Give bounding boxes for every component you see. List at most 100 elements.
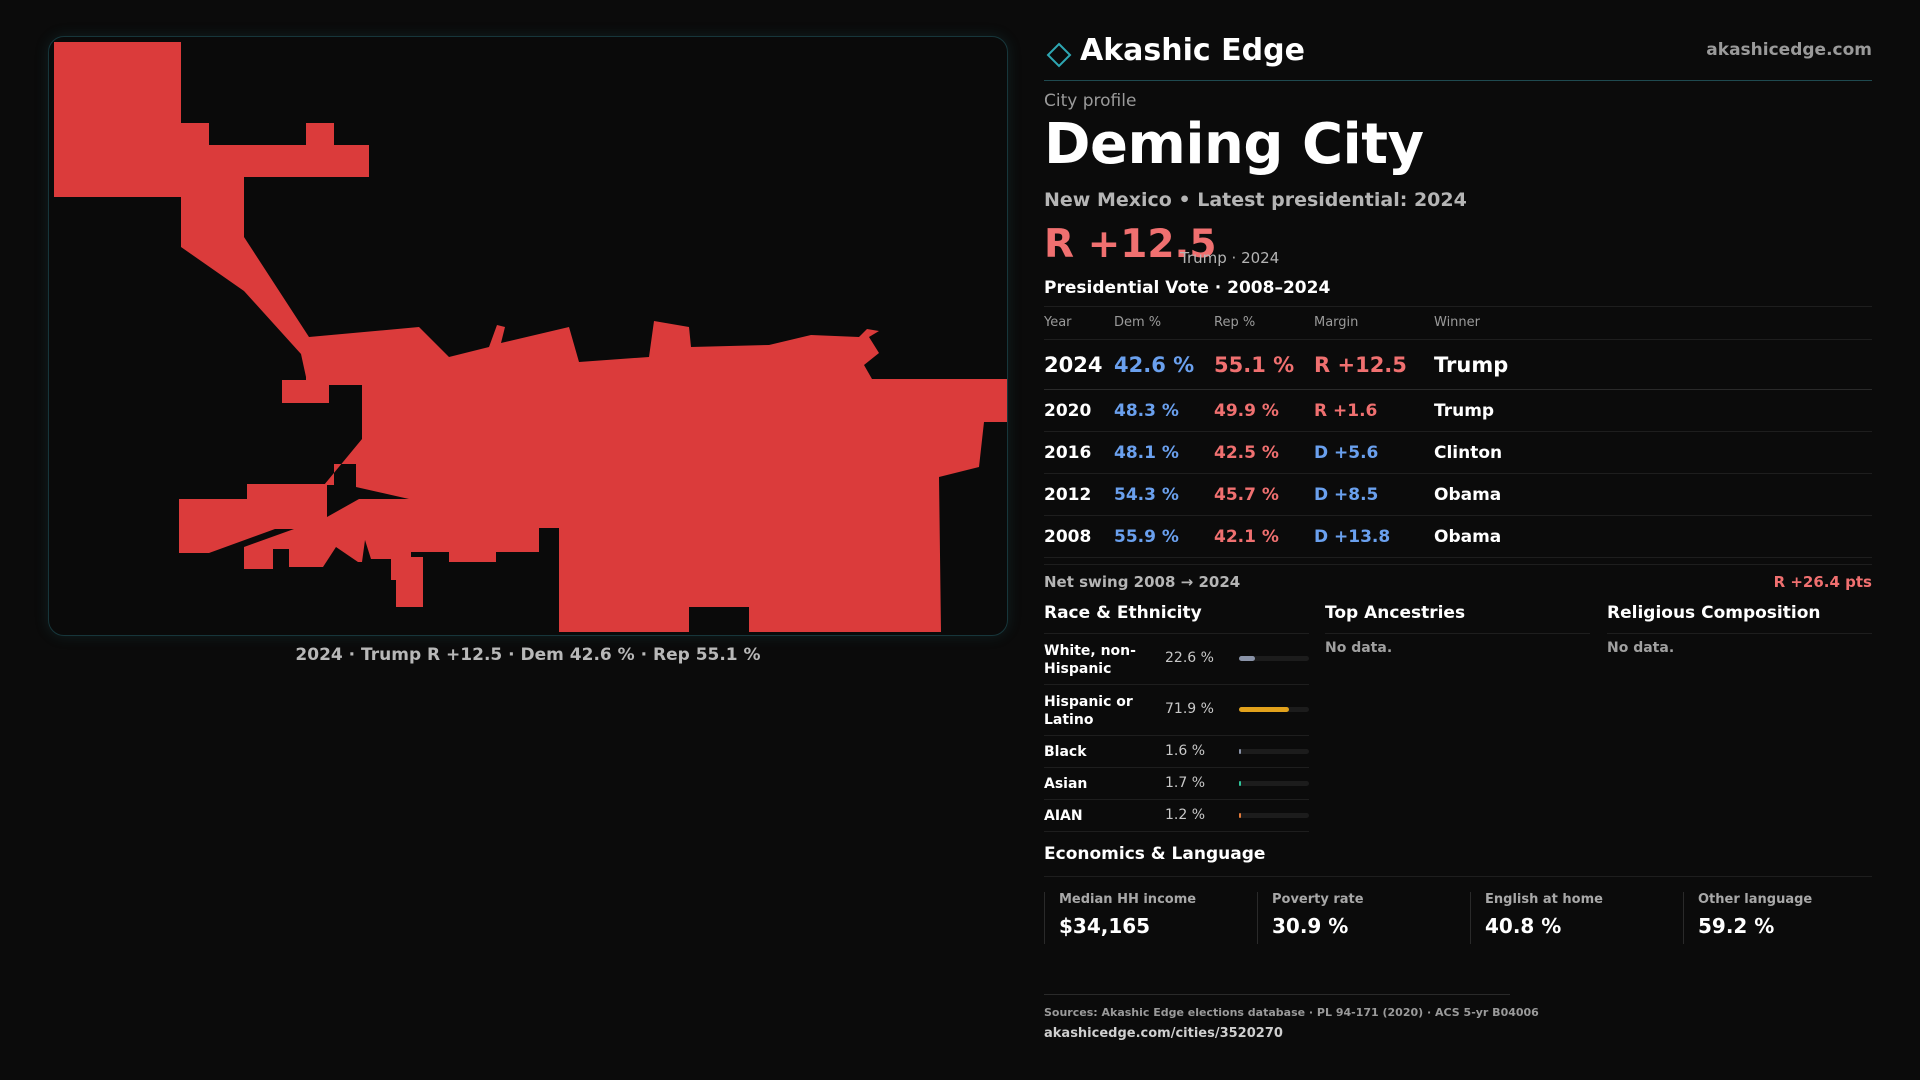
header-winner: Winner bbox=[1434, 315, 1481, 330]
race-bar-fill bbox=[1239, 781, 1241, 786]
economics-section-title: Economics & Language bbox=[1044, 844, 1266, 864]
race-bar-fill bbox=[1239, 813, 1241, 818]
cell-dem: 55.9 % bbox=[1114, 527, 1179, 547]
list-item: White, non-Hispanic 22.6 % bbox=[1044, 634, 1309, 685]
cell-year: 2012 bbox=[1044, 485, 1092, 505]
race-value: 22.6 % bbox=[1165, 650, 1214, 666]
race-bar-fill bbox=[1239, 707, 1290, 712]
table-header: Year Dem % Rep % Margin Winner bbox=[1044, 306, 1872, 340]
latest-margin-note: Trump · 2024 bbox=[1180, 249, 1280, 267]
page-subtitle: New Mexico • Latest presidential: 2024 bbox=[1044, 189, 1467, 211]
race-bar bbox=[1239, 781, 1309, 786]
list-item: Black 1.6 % bbox=[1044, 736, 1309, 768]
cell-margin: D +8.5 bbox=[1314, 485, 1379, 505]
net-swing-value: R +26.4 pts bbox=[1773, 573, 1872, 591]
economics-section-header: Economics & Language bbox=[1044, 844, 1872, 877]
table-row: 2012 54.3 % 45.7 % D +8.5 Obama bbox=[1044, 474, 1872, 516]
cell-dem: 48.1 % bbox=[1114, 443, 1179, 463]
city-page-link[interactable]: akashicedge.com/cities/3520270 bbox=[1044, 1026, 1283, 1041]
cell-rep: 55.1 % bbox=[1214, 353, 1295, 377]
econ-value: 59.2 % bbox=[1698, 914, 1775, 938]
table-row: 2016 48.1 % 42.5 % D +5.6 Clinton bbox=[1044, 432, 1872, 474]
header-margin: Margin bbox=[1314, 315, 1359, 330]
cell-winner: Clinton bbox=[1434, 443, 1503, 463]
race-label: Hispanic or Latino bbox=[1044, 694, 1133, 728]
race-label: White, non-Hispanic bbox=[1044, 643, 1136, 677]
cell-margin: R +1.6 bbox=[1314, 401, 1378, 421]
city-profile-panel: Akashic Edge akashicedge.com City profil… bbox=[1044, 0, 1872, 1080]
race-label: Black bbox=[1044, 744, 1087, 760]
race-bar-fill bbox=[1239, 656, 1255, 661]
cell-rep: 42.1 % bbox=[1214, 527, 1279, 547]
cell-dem: 54.3 % bbox=[1114, 485, 1179, 505]
map-caption: 2024 · Trump R +12.5 · Dem 42.6 % · Rep … bbox=[295, 645, 761, 665]
cell-winner: Obama bbox=[1434, 527, 1502, 547]
header-year: Year bbox=[1044, 315, 1072, 330]
religion-empty-text: No data. bbox=[1607, 640, 1675, 656]
cell-year: 2024 bbox=[1044, 353, 1103, 377]
page-footer: Sources: Akashic Edge elections database… bbox=[1044, 994, 1539, 1041]
econ-stat-other-language: Other language 59.2 % bbox=[1683, 892, 1884, 944]
religion-section-title: Religious Composition bbox=[1607, 603, 1821, 623]
cell-winner: Trump bbox=[1434, 401, 1495, 421]
latest-margin: R +12.5 bbox=[1044, 222, 1217, 267]
cell-dem: 42.6 % bbox=[1114, 353, 1195, 377]
table-row: 2020 48.3 % 49.9 % R +1.6 Trump bbox=[1044, 390, 1872, 432]
list-item: AIAN 1.2 % bbox=[1044, 800, 1309, 832]
econ-label: English at home bbox=[1485, 892, 1603, 907]
header-rep: Rep % bbox=[1214, 315, 1256, 330]
vote-section-title: Presidential Vote · 2008–2024 bbox=[1044, 278, 1331, 298]
econ-stat-poverty: Poverty rate 30.9 % bbox=[1257, 892, 1458, 944]
race-section-header: Race & Ethnicity bbox=[1044, 603, 1309, 634]
city-boundary-main bbox=[54, 42, 1007, 632]
cell-rep: 45.7 % bbox=[1214, 485, 1279, 505]
table-row: 2008 55.9 % 42.1 % D +13.8 Obama bbox=[1044, 516, 1872, 558]
econ-label: Median HH income bbox=[1059, 892, 1197, 907]
cell-winner: Obama bbox=[1434, 485, 1502, 505]
cell-year: 2020 bbox=[1044, 401, 1092, 421]
econ-label: Poverty rate bbox=[1272, 892, 1364, 907]
race-bar bbox=[1239, 707, 1309, 712]
cell-year: 2008 bbox=[1044, 527, 1092, 547]
table-row: 2024 42.6 % 55.1 % R +12.5 Trump bbox=[1044, 340, 1872, 390]
cell-rep: 42.5 % bbox=[1214, 443, 1279, 463]
cell-year: 2016 bbox=[1044, 443, 1092, 463]
econ-value: $34,165 bbox=[1059, 914, 1151, 938]
diamond-icon bbox=[1046, 42, 1072, 68]
net-swing-row: Net swing 2008 → 2024 R +26.4 pts bbox=[1044, 564, 1872, 595]
race-value: 71.9 % bbox=[1165, 701, 1214, 717]
sources-text: Sources: Akashic Edge elections database… bbox=[1044, 1006, 1539, 1019]
city-map bbox=[48, 36, 1008, 636]
religion-section-header: Religious Composition bbox=[1607, 603, 1872, 634]
race-bar bbox=[1239, 813, 1309, 818]
econ-label: Other language bbox=[1698, 892, 1813, 907]
cell-winner: Trump bbox=[1434, 353, 1509, 377]
econ-stat-income: Median HH income $34,165 bbox=[1044, 892, 1245, 944]
ancestry-empty-text: No data. bbox=[1325, 640, 1393, 656]
city-boundary-map bbox=[54, 42, 1007, 632]
econ-stat-english: English at home 40.8 % bbox=[1470, 892, 1671, 944]
page-title: Deming City bbox=[1044, 112, 1424, 177]
race-value: 1.7 % bbox=[1165, 775, 1206, 791]
race-label: Asian bbox=[1044, 776, 1088, 792]
list-item: Hispanic or Latino 71.9 % bbox=[1044, 685, 1309, 736]
brand-header: Akashic Edge akashicedge.com bbox=[1044, 30, 1872, 81]
ancestry-section-title: Top Ancestries bbox=[1325, 603, 1466, 623]
header-dem: Dem % bbox=[1114, 315, 1162, 330]
race-value: 1.6 % bbox=[1165, 743, 1206, 759]
page-kicker: City profile bbox=[1044, 91, 1137, 111]
cell-dem: 48.3 % bbox=[1114, 401, 1179, 421]
brand-name: Akashic Edge bbox=[1080, 33, 1305, 68]
econ-value: 40.8 % bbox=[1485, 914, 1562, 938]
net-swing-label: Net swing 2008 → 2024 bbox=[1044, 573, 1241, 591]
race-value: 1.2 % bbox=[1165, 807, 1206, 823]
cell-margin: R +12.5 bbox=[1314, 353, 1407, 377]
brand-url-link[interactable]: akashicedge.com bbox=[1706, 40, 1872, 60]
race-label: AIAN bbox=[1044, 808, 1083, 824]
race-bar bbox=[1239, 656, 1309, 661]
cell-margin: D +13.8 bbox=[1314, 527, 1391, 547]
race-bar bbox=[1239, 749, 1309, 754]
ancestry-section-header: Top Ancestries bbox=[1325, 603, 1590, 634]
cell-margin: D +5.6 bbox=[1314, 443, 1379, 463]
race-bar-fill bbox=[1239, 749, 1241, 754]
